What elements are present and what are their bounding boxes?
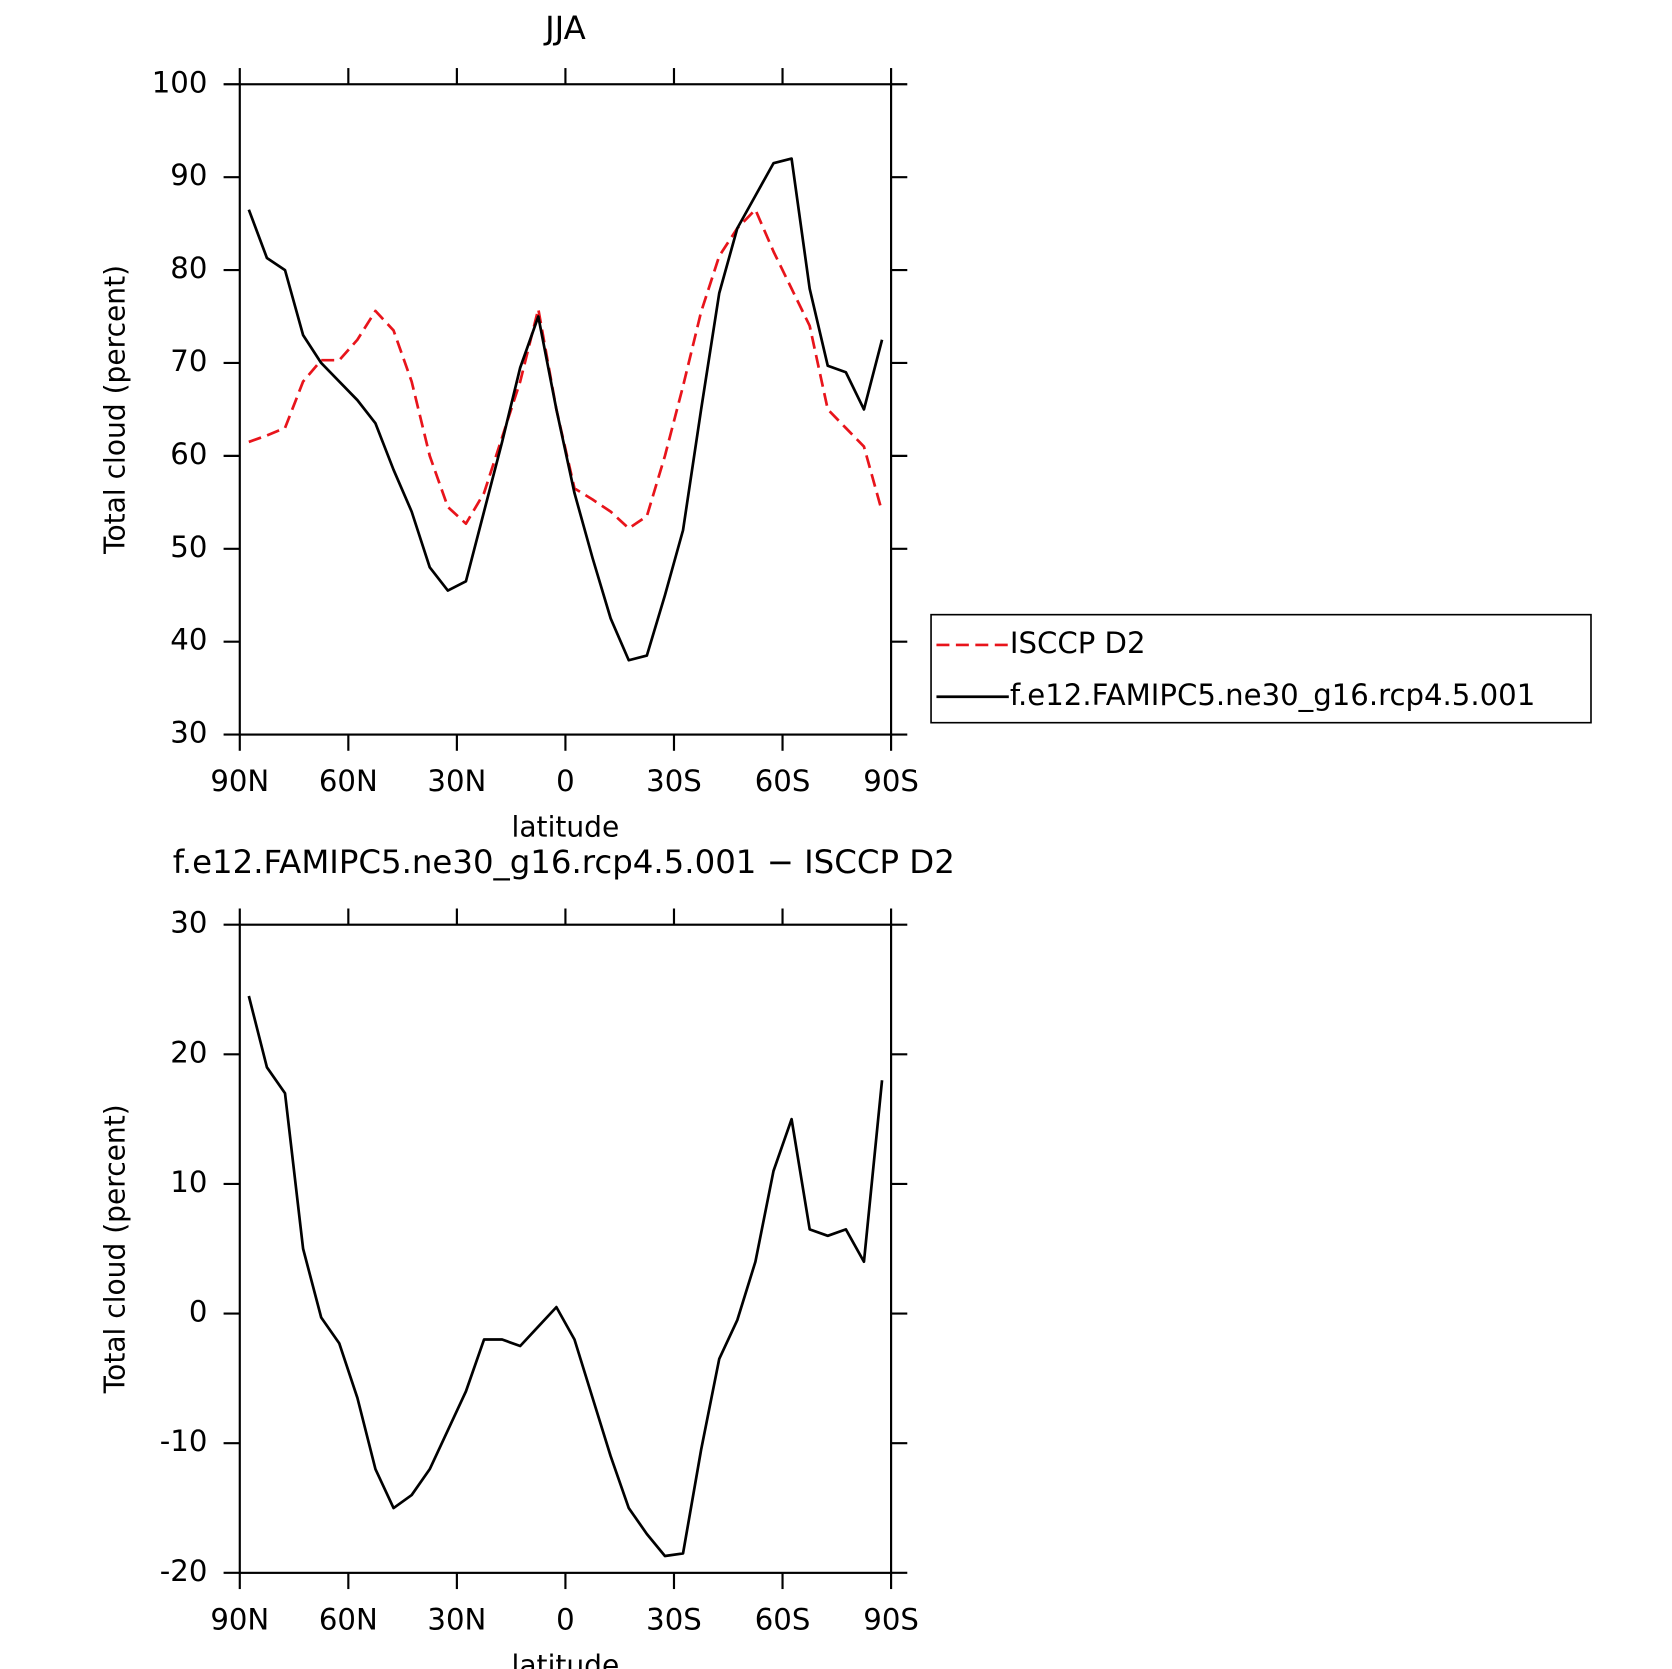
x-axis-label: latitude (512, 1649, 620, 1669)
y-tick-label: 30 (170, 906, 207, 940)
data-line (247, 157, 884, 662)
legend-label: f.e12.FAMIPC5.ne30_g16.rcp4.5.001 (1010, 678, 1535, 712)
x-tick-label: 60S (755, 1602, 811, 1636)
x-tick-label: 0 (556, 764, 575, 798)
x-tick-label: 90N (210, 1602, 269, 1636)
y-tick-label: -20 (160, 1554, 208, 1588)
chart-title: JJA (543, 9, 586, 47)
y-tick-label: 30 (170, 716, 207, 750)
y-tick-label: 40 (170, 623, 207, 657)
y-tick-label: 100 (152, 65, 208, 99)
y-tick-label: 50 (170, 530, 207, 564)
x-tick-label: 30S (646, 764, 702, 798)
plot-frame (238, 923, 893, 1574)
y-tick-label: 0 (189, 1295, 208, 1329)
legend-label: ISCCP D2 (1010, 626, 1146, 660)
plot-frame (238, 83, 893, 736)
legend-box (930, 613, 1592, 724)
y-axis-label: Total cloud (percent) (99, 1104, 132, 1394)
y-tick-label: 20 (170, 1035, 207, 1069)
x-tick-label: 90S (863, 764, 919, 798)
y-axis-label: Total cloud (percent) (99, 265, 132, 555)
y-tick-label: -10 (160, 1424, 208, 1458)
y-tick-label: 60 (170, 437, 207, 471)
x-axis-label: latitude (512, 811, 620, 844)
x-tick-label: 60S (755, 764, 811, 798)
data-line (247, 995, 884, 1558)
y-tick-label: 90 (170, 158, 207, 192)
x-tick-label: 30S (646, 1602, 702, 1636)
chart-title: f.e12.FAMIPC5.ne30_g16.rcp4.5.001 − ISCC… (173, 843, 955, 881)
x-tick-label: 0 (556, 1602, 575, 1636)
x-tick-label: 90N (210, 764, 269, 798)
y-tick-label: 10 (170, 1165, 207, 1199)
y-tick-label: 70 (170, 344, 207, 378)
x-tick-label: 60N (319, 1602, 378, 1636)
x-tick-label: 30N (427, 764, 486, 798)
x-tick-label: 60N (319, 764, 378, 798)
x-tick-label: 30N (427, 1602, 486, 1636)
y-tick-label: 80 (170, 251, 207, 285)
x-tick-label: 90S (863, 1602, 919, 1636)
data-line (248, 208, 884, 530)
